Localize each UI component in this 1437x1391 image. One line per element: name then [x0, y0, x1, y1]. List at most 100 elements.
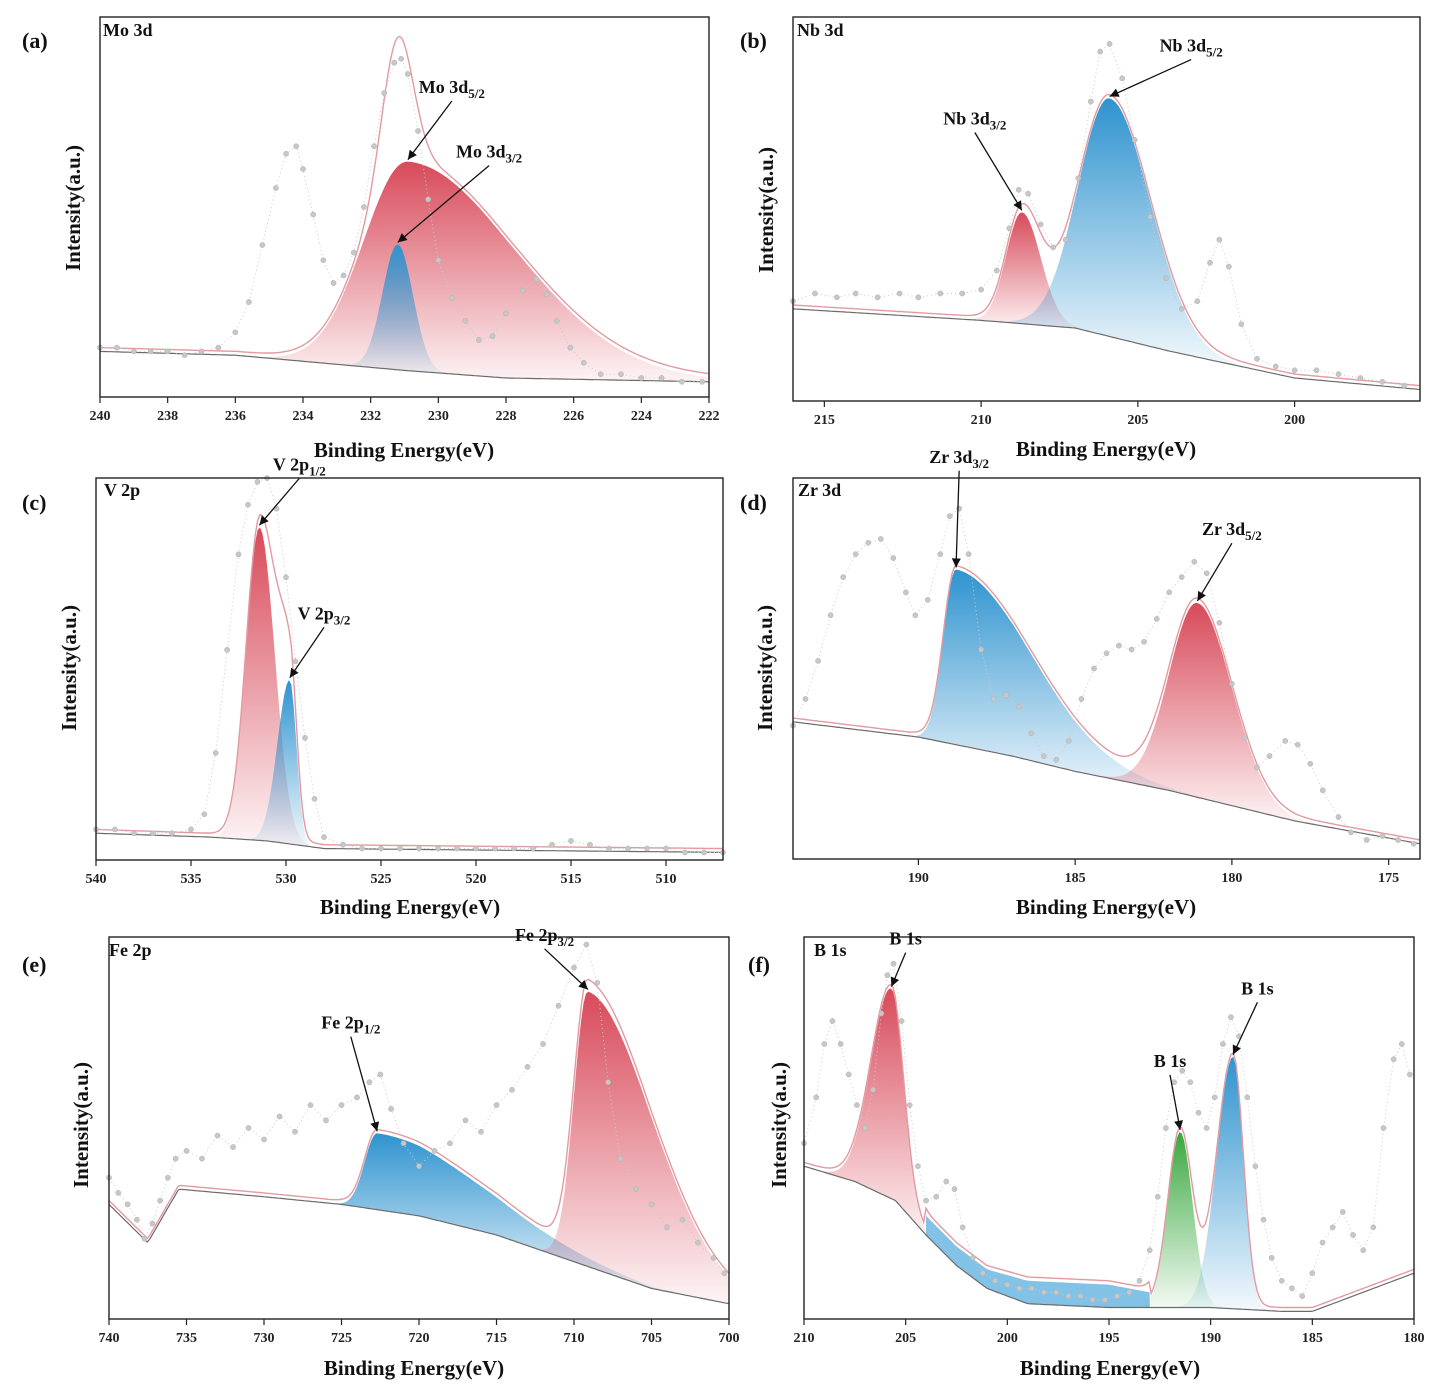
- data-point: [530, 845, 536, 852]
- data-point: [877, 536, 884, 542]
- x-tick-label: 720: [409, 1331, 430, 1346]
- data-point: [224, 647, 230, 653]
- x-axis-title: Binding Energy(eV): [1016, 895, 1196, 919]
- data-point: [980, 1270, 986, 1277]
- data-point: [1319, 1239, 1326, 1246]
- data-point: [134, 1216, 140, 1223]
- fitted-peak-area: [264, 161, 709, 382]
- panel-label: (c): [22, 490, 46, 515]
- data-point: [293, 143, 300, 150]
- data-point: [845, 1071, 852, 1078]
- peak-label: Mo 3d5/2: [419, 77, 485, 101]
- data-point: [854, 1102, 860, 1108]
- background-line: [108, 1188, 730, 1305]
- y-axis-title: Intensity(a.u.): [69, 1062, 93, 1188]
- data-point: [827, 612, 834, 619]
- data-point: [1037, 221, 1044, 228]
- data-point: [124, 1201, 131, 1208]
- data-point: [141, 1235, 148, 1242]
- data-point: [473, 845, 479, 852]
- fitted-peak-area: [916, 569, 1206, 800]
- panel-title: V 2p: [104, 480, 140, 500]
- fitted-peak-area: [825, 988, 931, 1240]
- x-tick-label: 710: [564, 1331, 585, 1346]
- data-point: [658, 375, 665, 381]
- data-point: [617, 1155, 624, 1162]
- data-point: [283, 574, 289, 581]
- envelope-line: [792, 565, 1421, 841]
- x-tick-label: 210: [971, 413, 992, 428]
- data-point: [311, 796, 318, 802]
- data-point: [302, 734, 308, 741]
- data-point: [307, 1102, 314, 1108]
- data-point: [553, 318, 560, 324]
- x-tick-label: 180: [1221, 871, 1242, 886]
- x-tick-label: 205: [1127, 413, 1148, 428]
- data-point: [618, 371, 624, 378]
- data-point: [829, 1018, 836, 1024]
- raw-data-trace: [792, 507, 1414, 845]
- annotation-arrow: [1232, 1002, 1259, 1055]
- data-point: [990, 696, 997, 702]
- data-point: [416, 845, 422, 852]
- data-point: [400, 1140, 407, 1147]
- data-point: [555, 1002, 562, 1009]
- data-point: [571, 964, 577, 971]
- panel-c: (c) V 2p Binding Energy(eV) Intensity(a.…: [22, 454, 726, 919]
- data-point: [852, 551, 859, 558]
- peak-label: B 1s: [889, 929, 922, 949]
- data-point: [1401, 382, 1408, 389]
- data-point: [1163, 1125, 1169, 1131]
- data-point: [416, 1163, 422, 1170]
- envelope-line: [108, 978, 730, 1274]
- data-point: [1179, 1067, 1186, 1074]
- data-point: [1360, 1247, 1367, 1254]
- data-point: [644, 845, 650, 852]
- arrow-head: [1013, 200, 1022, 211]
- data-point: [1015, 186, 1022, 193]
- data-point: [261, 1136, 267, 1143]
- plot-frame: [792, 477, 1421, 860]
- data-point: [821, 1041, 828, 1047]
- x-tick-label: 226: [563, 409, 584, 424]
- data-point: [235, 551, 242, 558]
- peak-label: Zr 3d5/2: [1202, 519, 1262, 543]
- data-point: [568, 838, 574, 844]
- data-point: [1241, 734, 1248, 740]
- data-point: [230, 1144, 236, 1150]
- data-point: [1166, 589, 1173, 596]
- x-tick-label: 730: [254, 1331, 275, 1346]
- data-point: [1335, 371, 1342, 377]
- data-point: [1078, 696, 1085, 702]
- data-point: [1229, 680, 1235, 687]
- arrow-head: [407, 149, 417, 160]
- fitted-peak-area: [1007, 98, 1244, 368]
- annotation-arrow: [407, 100, 453, 161]
- data-point: [391, 59, 398, 66]
- data-point: [1006, 225, 1013, 232]
- data-point: [1410, 840, 1417, 847]
- data-point: [933, 1193, 940, 1200]
- arrow-head: [890, 976, 900, 987]
- data-point: [1191, 558, 1198, 565]
- data-point: [283, 150, 289, 157]
- data-point: [183, 1148, 190, 1154]
- arrow-head: [1232, 1044, 1241, 1055]
- data-point: [169, 830, 175, 837]
- x-tick-label: 205: [895, 1331, 916, 1346]
- data-point: [524, 1064, 531, 1070]
- data-point: [533, 276, 540, 283]
- data-point: [1106, 41, 1113, 47]
- data-point: [1289, 1285, 1295, 1292]
- data-point: [310, 211, 317, 218]
- data-point: [923, 1197, 929, 1204]
- data-point: [476, 337, 482, 343]
- data-point: [1153, 616, 1160, 622]
- y-axis-title: Intensity(a.u.): [767, 1062, 791, 1188]
- data-point: [435, 257, 442, 264]
- data-point: [583, 941, 590, 948]
- data-point: [605, 1079, 611, 1086]
- x-tick-label: 735: [176, 1331, 197, 1346]
- data-point: [1091, 665, 1097, 672]
- data-point: [1357, 375, 1364, 381]
